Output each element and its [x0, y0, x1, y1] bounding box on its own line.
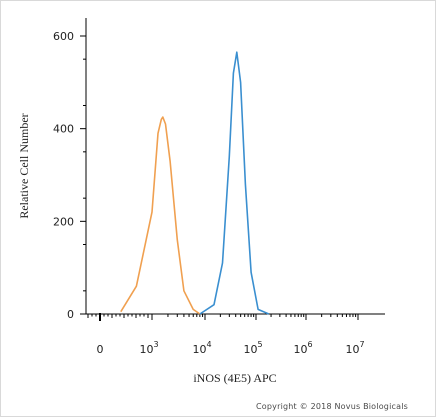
x-tick-label: 105	[243, 340, 262, 356]
series-line-2	[199, 51, 270, 315]
axes	[80, 18, 385, 321]
y-tick-label: 400	[53, 123, 74, 136]
y-axis-title: Relative Cell Number	[17, 113, 31, 218]
x-axis-title: iNOS (4E5) APC	[193, 371, 276, 385]
labels: 0 200 400 600 0 103 104 105 106 107 iNOS (4E5) APC…	[17, 30, 365, 385]
copyright-notice: Copyright © 2018 Novus Biologicals	[256, 402, 408, 411]
x-tick-label: 0	[97, 343, 104, 356]
y-tick-label: 600	[53, 30, 74, 43]
x-tick-label: 106	[293, 340, 312, 356]
y-tick-label: 200	[53, 215, 74, 228]
x-tick-label: 104	[192, 340, 211, 356]
series-layer	[120, 51, 270, 315]
x-tick-label: 107	[345, 340, 364, 356]
x-tick-label: 103	[139, 340, 158, 356]
series-line-1	[120, 116, 201, 315]
y-tick-label: 0	[67, 308, 74, 321]
